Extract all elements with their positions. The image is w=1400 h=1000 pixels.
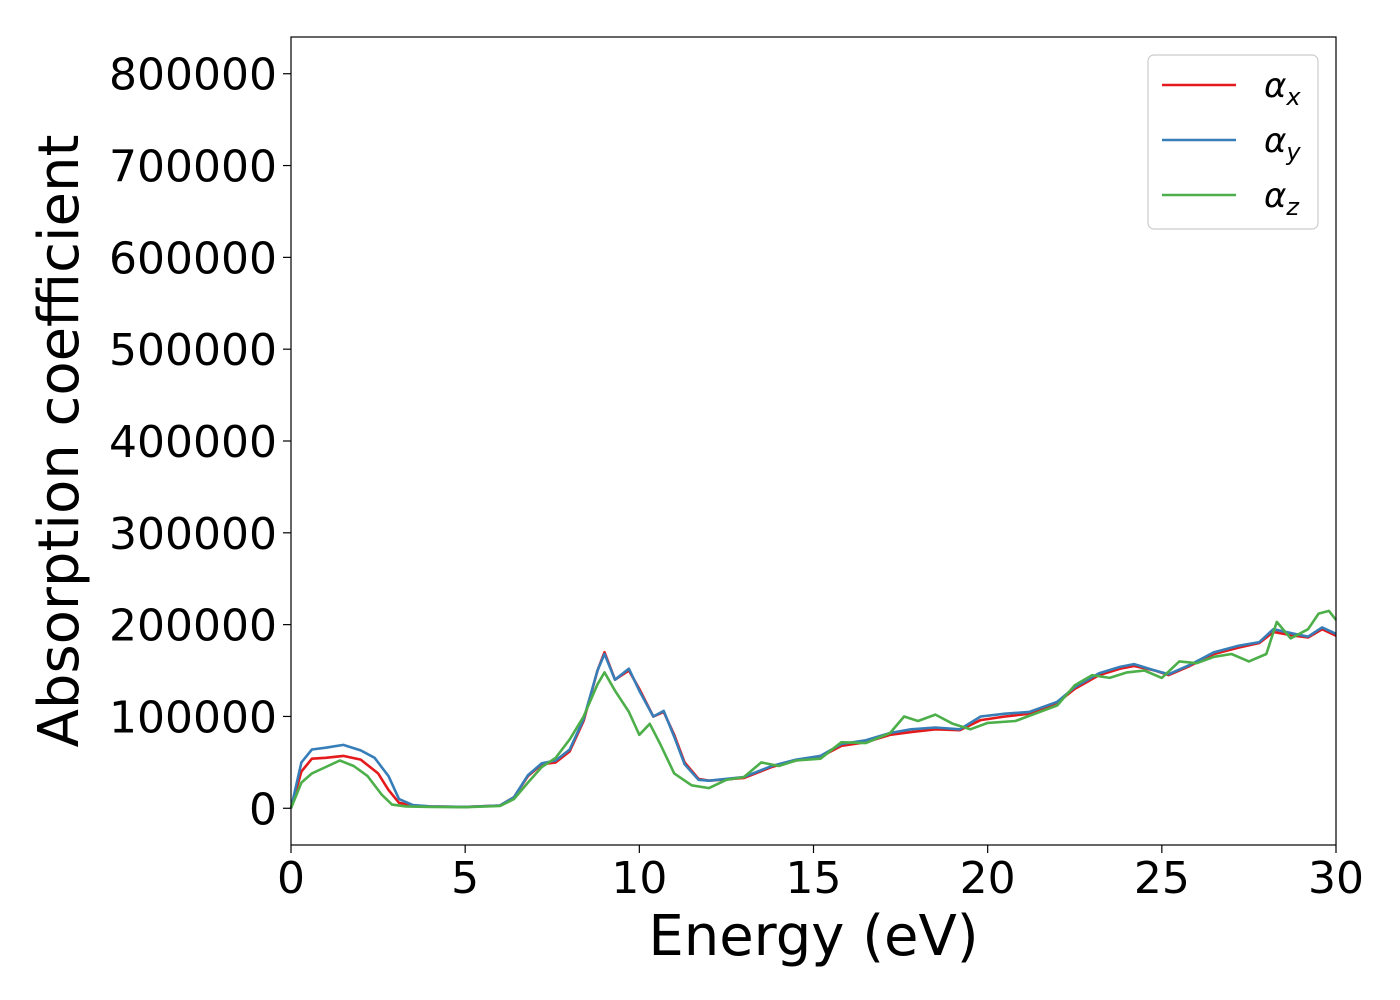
x-tick-label: 5 xyxy=(451,853,479,904)
x-tick-label: 15 xyxy=(786,853,842,904)
x-axis-title: Energy (eV) xyxy=(648,904,978,969)
y-tick-label: 600000 xyxy=(109,233,277,284)
y-tick-label: 100000 xyxy=(109,692,277,743)
legend-box xyxy=(1147,54,1319,230)
legend-label-y: αy xyxy=(1264,121,1301,166)
y-axis-title: Absorption coefficient xyxy=(27,135,92,748)
legend-label-z: αz xyxy=(1264,176,1300,221)
y-tick-label: 0 xyxy=(249,784,277,835)
x-tick-label: 0 xyxy=(277,853,305,904)
x-tick-label: 30 xyxy=(1308,853,1364,904)
y-axis-ticks: 0 100000 200000 300000 400000 500000 600000 700… xyxy=(109,50,291,835)
y-tick-label: 500000 xyxy=(109,325,277,376)
x-tick-label: 25 xyxy=(1134,853,1190,904)
legend: αx αy αz xyxy=(1147,54,1319,230)
series-line-z xyxy=(289,609,1338,809)
y-tick-label: 200000 xyxy=(109,601,277,652)
y-tick-label: 700000 xyxy=(109,142,277,193)
legend-label-x: αx xyxy=(1264,66,1301,111)
y-tick-label: 300000 xyxy=(109,509,277,560)
x-tick-label: 20 xyxy=(960,853,1016,904)
x-axis-ticks: 0 5 10 15 20 25 30 xyxy=(277,845,1364,904)
series-layer xyxy=(289,609,1338,809)
y-tick-label: 400000 xyxy=(109,417,277,468)
y-tick-label: 800000 xyxy=(109,50,277,101)
x-tick-label: 10 xyxy=(611,853,667,904)
